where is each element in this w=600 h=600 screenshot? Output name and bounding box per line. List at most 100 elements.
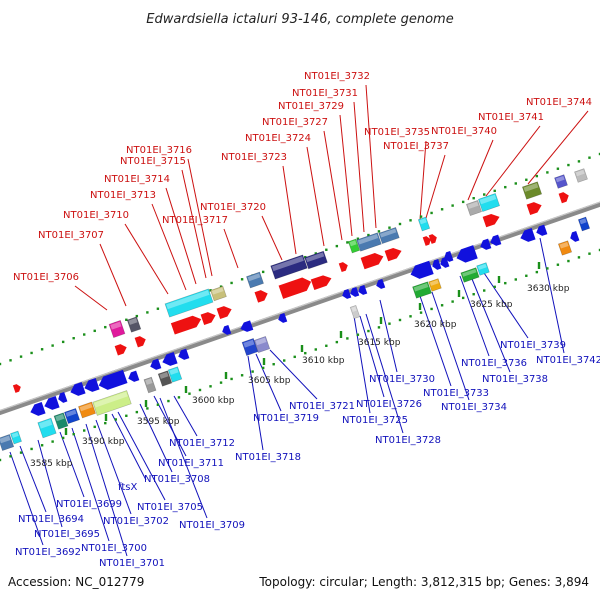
gene-reverse: [350, 286, 360, 297]
gene-label-forward: NT01EI_3740: [431, 126, 497, 137]
kbp-scale: 3585 kbp 3590 kbp 3595 kbp 3600 kbp 3605 kbp…: [30, 284, 570, 469]
leader-line-forward: [365, 84, 377, 229]
gene-reverse: [30, 402, 46, 416]
tick-dot-inner: [135, 410, 139, 414]
gene-label-reverse: NT01EI_3736: [461, 358, 527, 369]
leader-line-reverse: [359, 315, 385, 398]
gene-label-forward: NT01EI_3715: [120, 156, 186, 167]
tick-dot-inner: [504, 281, 507, 285]
tick-dot-inner: [93, 425, 96, 429]
backbone-highlight: [0, 201, 600, 412]
gene-reverse: [480, 238, 492, 250]
leader-line-forward: [485, 125, 541, 197]
tick-dot-outer: [19, 355, 23, 358]
tick-dot-outer: [314, 252, 317, 255]
leader-line-forward: [151, 203, 187, 291]
tick-dot-inner: [40, 444, 44, 447]
tick-dot-outer: [388, 226, 391, 229]
kbp-tick-label: 3585 kbp: [30, 459, 73, 469]
gene-label-reverse: NT01EI_3733: [423, 388, 489, 399]
leader-line-reverse: [139, 403, 173, 473]
gene-label-forward: NT01EI_3707: [38, 230, 104, 241]
gene-forward: [12, 384, 21, 393]
tick-dot-inner: [398, 318, 402, 322]
tick-major: [104, 414, 108, 421]
gene-forward: [521, 181, 543, 200]
tick-dot-outer: [419, 215, 423, 218]
leader-line-reverse: [37, 439, 63, 528]
tick-dot-inner: [209, 385, 212, 388]
tick-dot-outer: [367, 233, 370, 237]
gene-label-forward: NT01EI_3744: [526, 97, 592, 108]
leader-line-reverse: [255, 353, 282, 412]
leader-line-forward: [261, 215, 283, 261]
leader-line-forward: [165, 187, 197, 285]
gene-reverse: [476, 262, 490, 276]
leader-line-forward: [282, 165, 297, 255]
gene-reverse: [349, 304, 361, 320]
tick-major: [457, 290, 461, 297]
gene-forward: [200, 312, 216, 325]
gene-label-forward: NT01EI_3731: [292, 88, 358, 99]
kbp-tick-label: 3615 kbp: [358, 338, 401, 348]
tick-dot-inner: [525, 274, 528, 277]
gene-forward: [378, 226, 400, 245]
map-title: Edwardsiella ictaluri 93-146, complete g…: [146, 12, 453, 27]
leader-line-reverse: [85, 423, 128, 557]
gene-forward: [134, 336, 146, 348]
gene-forward: [114, 344, 127, 356]
gene-label-forward: NT01EI_3713: [90, 190, 156, 201]
gene-reverse: [444, 250, 454, 262]
gene-label-reverse: NT01EI_3742: [536, 355, 600, 366]
tick-dot-inner: [156, 403, 160, 406]
tick-dot-inner: [240, 374, 244, 377]
tick-major: [418, 303, 422, 310]
tick-dot-outer: [40, 348, 44, 351]
gene-reverse: [490, 234, 502, 246]
gene-forward: [428, 234, 437, 244]
gene-label-forward: NT01EI_3710: [63, 210, 129, 221]
tick-major: [184, 386, 188, 393]
kbp-tick-label: 3620 kbp: [414, 320, 457, 330]
gene-label-reverse: NT01EI_3738: [482, 374, 548, 385]
tick-dot-inner: [61, 436, 65, 440]
gene-reverse: [520, 228, 536, 242]
tick-dot-inner: [430, 307, 433, 311]
leader-lines: [9, 84, 589, 557]
tick-dot-outer: [335, 244, 339, 248]
leader-line-reverse: [153, 395, 187, 457]
leader-line-reverse: [19, 445, 47, 513]
tick-dot-outer: [230, 281, 233, 285]
tick-dot-inner: [304, 351, 307, 355]
tick-dot-outer: [72, 337, 75, 340]
gene-reverse: [0, 434, 15, 451]
gene-label-reverse: NT01EI_3701: [99, 558, 165, 569]
leader-line-reverse: [95, 419, 132, 515]
tick-dot-outer: [398, 222, 402, 226]
gene-forward: [278, 277, 312, 299]
leader-line-reverse: [379, 299, 398, 373]
tick-major: [300, 345, 304, 352]
tick-dot-inner: [483, 289, 486, 292]
gene-reverse: [557, 240, 573, 256]
gene-forward: [246, 271, 264, 289]
tick-major: [144, 400, 148, 407]
gene-forward: [356, 232, 382, 252]
gene-label-reverse: NT01EI_3699: [56, 499, 122, 510]
gene-reverse: [44, 396, 60, 410]
gene-reverse: [342, 288, 352, 299]
tick-dot-inner: [30, 447, 33, 451]
leader-line-reverse: [117, 411, 166, 501]
tick-dot-outer: [377, 230, 381, 233]
gene-reverse: [440, 256, 450, 268]
tick-dot-outer: [219, 285, 223, 288]
leader-line-reverse: [431, 291, 470, 401]
tick-major: [64, 428, 68, 435]
tick-dot-inner: [588, 252, 591, 255]
tick-major: [262, 358, 266, 365]
leader-line-forward: [425, 154, 446, 219]
gene-reverse: [428, 278, 442, 292]
tick-dot-outer: [440, 208, 444, 211]
gene-reverse: [570, 230, 580, 242]
